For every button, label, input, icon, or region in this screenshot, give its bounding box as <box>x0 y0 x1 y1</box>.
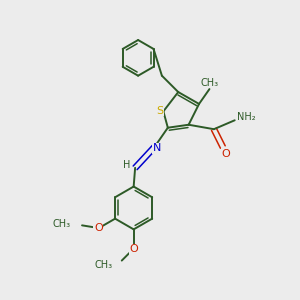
Text: S: S <box>156 106 164 116</box>
Text: CH₃: CH₃ <box>201 77 219 88</box>
Text: O: O <box>129 244 138 254</box>
Text: H: H <box>123 160 130 170</box>
Text: O: O <box>94 223 103 233</box>
Text: CH₃: CH₃ <box>95 260 113 270</box>
Text: O: O <box>221 148 230 159</box>
Text: NH₂: NH₂ <box>237 112 256 122</box>
Text: CH₃: CH₃ <box>52 219 71 229</box>
Text: N: N <box>153 143 161 153</box>
